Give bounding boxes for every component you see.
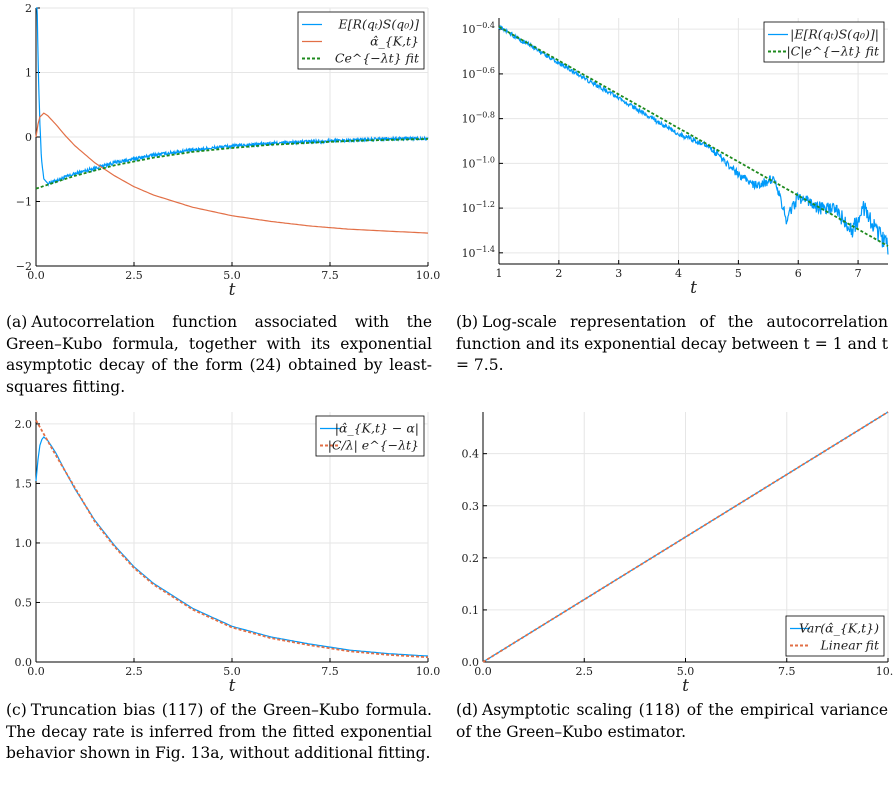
x-axis-label: t — [682, 676, 689, 696]
x-tick-label: 2 — [555, 267, 562, 280]
caption-c: (c) Truncation bias (117) of the Green–Ku… — [6, 700, 432, 765]
x-tick-label: 10.0 — [876, 665, 894, 678]
chart-d: 0.0 2.5 5.0 7.5 10.0 0.0 0.1 0.2 0.3 0.4 t Var(α̂_{… — [462, 411, 894, 696]
x-tick-label: 10.0 — [416, 269, 441, 282]
y-tick-label: 0.3 — [462, 500, 480, 513]
x-tick-label: 7 — [855, 267, 862, 280]
x-tick-label: 7.5 — [321, 665, 339, 678]
legend-label: E[R(qₜ)S(q₀)] — [338, 17, 420, 32]
x-tick-label: 2.5 — [125, 269, 143, 282]
x-tick-label: 0.0 — [27, 269, 45, 282]
y-tick-label: 2 — [25, 2, 32, 15]
y-tick-label: 0 — [25, 131, 32, 144]
legend-label: α̂_{K,t} — [370, 34, 419, 49]
caption-a-text: Autocorrelation function associated with… — [6, 313, 432, 396]
chart-a: 0.0 2.5 5.0 7.5 10.0 −2 −1 0 1 2 t E[R(qₜ)S(q₀)] α̂_… — [16, 2, 441, 300]
y-tick-label: −2 — [16, 260, 32, 273]
y-tick-label: 1 — [25, 67, 32, 80]
y-tick-label: 10−1.2 — [462, 200, 495, 215]
y-tick-label: 10−0.6 — [462, 66, 495, 81]
y-tick-label: 10−0.8 — [462, 111, 495, 126]
panel-d: 0.0 2.5 5.0 7.5 10.0 0.0 0.1 0.2 0.3 0.4 t Var(α̂_{… — [447, 400, 894, 696]
y-tick-label: 10−0.4 — [462, 21, 495, 36]
legend-box — [785, 615, 885, 657]
series-line-3 — [35, 138, 429, 190]
y-tick-label: 10−1.0 — [462, 155, 495, 170]
y-tick-label: 1.0 — [15, 537, 33, 550]
caption-d-text: Asymptotic scaling (118) of the empirica… — [456, 701, 888, 741]
x-tick-label: 6 — [795, 267, 802, 280]
x-tick-label: 5.0 — [223, 269, 241, 282]
x-tick-label: 5.0 — [677, 665, 695, 678]
caption-d: (d) Asymptotic scaling (118) of the empir… — [456, 700, 888, 743]
legend-box — [315, 415, 425, 457]
series-line-2 — [35, 112, 429, 234]
series-line-2 — [35, 419, 429, 659]
x-axis-label: t — [229, 280, 236, 300]
legend-label: |α̂_{K,t} − α| — [335, 421, 419, 436]
y-tick-label: 0.1 — [462, 604, 480, 617]
caption-c-text: Truncation bias (117) of the Green–Kubo … — [6, 701, 432, 762]
caption-a-label: (a) — [6, 313, 28, 331]
caption-b-text: Log-scale representation of the autocorr… — [456, 313, 888, 374]
x-tick-label: 0.0 — [27, 665, 45, 678]
y-tick-label: 0.0 — [462, 656, 480, 669]
panel-c: 0.0 2.5 5.0 7.5 10.0 0.0 0.5 1.0 1.5 2.0 t |α̂_{K,t… — [0, 400, 447, 696]
x-tick-label: 10.0 — [416, 665, 441, 678]
x-tick-label: 2.5 — [125, 665, 143, 678]
series-line-2 — [498, 26, 889, 247]
y-tick-label: 10−1.4 — [462, 245, 495, 260]
y-tick-label: 1.5 — [15, 477, 33, 490]
caption-d-label: (d) — [456, 701, 479, 719]
legend-box — [763, 21, 885, 63]
x-tick-label: 1 — [496, 267, 503, 280]
series-line-1 — [498, 24, 889, 255]
x-axis-label: t — [690, 278, 697, 298]
x-tick-label: 5 — [735, 267, 742, 280]
x-tick-label: 0.0 — [474, 665, 492, 678]
x-tick-label: 5.0 — [223, 665, 241, 678]
x-tick-label: 7.5 — [321, 269, 339, 282]
legend-label: Linear fit — [819, 638, 879, 653]
caption-b-label: (b) — [456, 313, 479, 331]
caption-c-label: (c) — [6, 701, 27, 719]
legend-label: Var(α̂_{K,t}) — [799, 621, 879, 636]
panel-a: 0.0 2.5 5.0 7.5 10.0 −2 −1 0 1 2 t E[R(qₜ)S(q₀)] α̂_… — [0, 0, 447, 300]
legend-label: |C|e^{−λt} fit — [786, 44, 879, 59]
chart-b: 1 2 3 4 5 6 7 10−0.4 10−0.6 10−0.8 10−1.0 10−1.2 10−… — [462, 18, 889, 298]
caption-a: (a) Autocorrelation function associated w… — [6, 312, 432, 398]
y-tick-label: 0.4 — [462, 448, 480, 461]
y-tick-label: 0.5 — [15, 596, 33, 609]
y-tick-label: 0.2 — [462, 552, 480, 565]
panel-b: 1 2 3 4 5 6 7 10−0.4 10−0.6 10−0.8 10−1.0 10−1.2 10−… — [447, 0, 894, 298]
y-tick-label: −1 — [16, 196, 32, 209]
legend-label: |E[R(qₜ)S(q₀)]| — [790, 27, 879, 42]
legend-label: |C/λ| e^{−λt} — [328, 438, 419, 453]
x-axis-label: t — [229, 676, 236, 696]
x-tick-label: 7.5 — [778, 665, 796, 678]
legend-label: Ce^{−λt} fit — [335, 51, 420, 66]
y-tick-label: 2.0 — [15, 418, 33, 431]
x-tick-label: 2.5 — [576, 665, 594, 678]
x-tick-label: 3 — [615, 267, 622, 280]
y-tick-label: 0.0 — [15, 656, 33, 669]
chart-c: 0.0 2.5 5.0 7.5 10.0 0.0 0.5 1.0 1.5 2.0 t |α̂_{K,t… — [15, 412, 441, 696]
series-line-2 — [482, 411, 889, 663]
x-tick-label: 4 — [675, 267, 682, 280]
caption-b: (b) Log-scale representation of the autoc… — [456, 312, 888, 377]
